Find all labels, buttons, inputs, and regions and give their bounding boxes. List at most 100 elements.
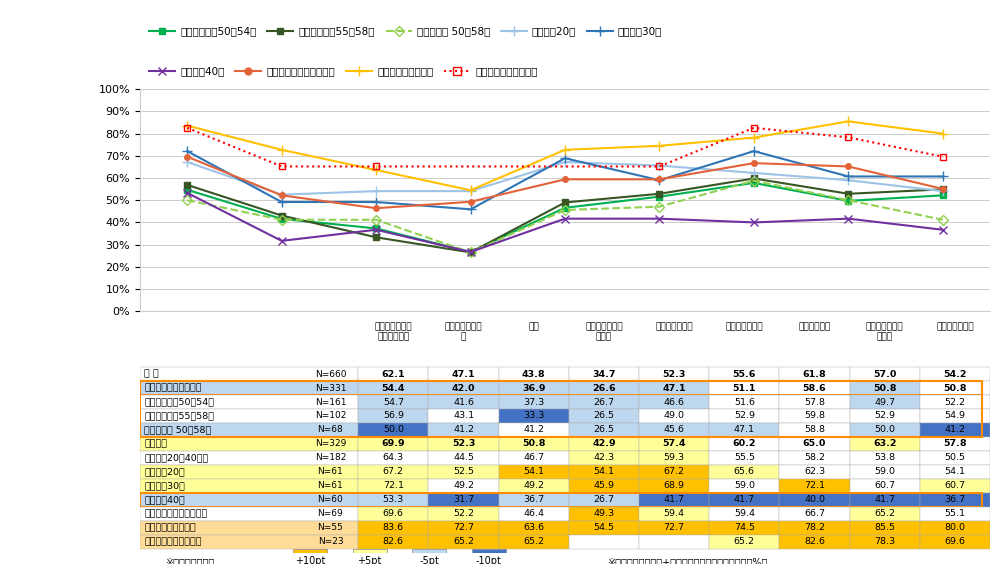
Bar: [850, 479, 920, 493]
Text: N=61: N=61: [318, 481, 343, 490]
Bar: [920, 465, 990, 479]
Text: 78.2: 78.2: [804, 523, 825, 532]
Text: 50.8: 50.8: [943, 384, 967, 393]
Text: 55.5: 55.5: [734, 453, 755, 462]
Text: 一般社員40代: 一般社員40代: [144, 495, 185, 504]
Bar: [569, 465, 639, 479]
Text: 責任ある仕事を
任されている: 責任ある仕事を 任されている: [375, 322, 412, 341]
Text: 72.7: 72.7: [664, 523, 685, 532]
Text: 54.1: 54.1: [523, 468, 544, 476]
Text: 26.7: 26.7: [593, 398, 614, 407]
Bar: [709, 367, 779, 381]
Text: 26.5: 26.5: [593, 412, 614, 421]
Text: N=331: N=331: [315, 384, 346, 393]
Bar: [779, 506, 850, 521]
Bar: [850, 395, 920, 409]
Text: 57.8: 57.8: [943, 439, 967, 448]
Text: 59.0: 59.0: [734, 481, 755, 490]
Bar: [920, 535, 990, 549]
Bar: [140, 535, 358, 549]
Text: 周囲者計: 周囲者計: [144, 439, 167, 448]
Bar: [358, 381, 428, 395]
Text: 74.5: 74.5: [734, 523, 755, 532]
Bar: [140, 381, 358, 395]
Bar: [639, 493, 709, 506]
Bar: [569, 367, 639, 381]
Bar: [709, 409, 779, 423]
Bar: [709, 381, 779, 395]
Text: ※全体に比較して: ※全体に比較して: [166, 557, 215, 564]
Text: 59.8: 59.8: [804, 412, 825, 421]
Text: 60.7: 60.7: [874, 481, 895, 490]
Text: 41.7: 41.7: [734, 495, 755, 504]
Bar: [358, 465, 428, 479]
Text: 36.7: 36.7: [523, 495, 544, 504]
Bar: [358, 395, 428, 409]
Bar: [639, 451, 709, 465]
Text: N=161: N=161: [315, 398, 346, 407]
Text: 42.3: 42.3: [593, 453, 615, 462]
Text: 69.6: 69.6: [944, 537, 965, 546]
Text: 67.2: 67.2: [664, 468, 685, 476]
Text: 37.3: 37.3: [523, 398, 544, 407]
Bar: [920, 493, 990, 506]
Text: 85.5: 85.5: [874, 523, 895, 532]
Bar: [920, 521, 990, 535]
Text: 41.7: 41.7: [664, 495, 685, 504]
Text: 49.2: 49.2: [453, 481, 474, 490]
Bar: [920, 479, 990, 493]
Bar: [779, 381, 850, 395]
Text: 58.2: 58.2: [804, 453, 825, 462]
Text: 46.7: 46.7: [523, 453, 544, 462]
Text: 57.4: 57.4: [662, 439, 686, 448]
Bar: [779, 423, 850, 437]
Bar: [920, 395, 990, 409]
Bar: [569, 521, 639, 535]
Bar: [639, 479, 709, 493]
Bar: [499, 395, 569, 409]
Text: ベテラン社員55～58歳: ベテラン社員55～58歳: [144, 412, 214, 421]
Bar: [639, 437, 709, 451]
Bar: [499, 423, 569, 437]
Bar: [358, 423, 428, 437]
Text: 人事部（係長以上）: 人事部（係長以上）: [144, 523, 196, 532]
Text: 54.2: 54.2: [943, 369, 967, 378]
Bar: [639, 465, 709, 479]
Bar: [569, 437, 639, 451]
Bar: [569, 409, 639, 423]
Bar: [140, 409, 358, 423]
Text: 47.1: 47.1: [452, 369, 475, 378]
FancyBboxPatch shape: [412, 549, 446, 562]
Bar: [709, 493, 779, 506]
Text: 52.2: 52.2: [453, 509, 474, 518]
Text: 55.6: 55.6: [733, 369, 756, 378]
Bar: [920, 367, 990, 381]
Bar: [140, 521, 358, 535]
Bar: [639, 535, 709, 549]
Text: 非役職ベテラン社員計: 非役職ベテラン社員計: [144, 384, 202, 393]
Text: 59.4: 59.4: [664, 509, 685, 518]
Text: 62.3: 62.3: [804, 468, 825, 476]
Bar: [140, 381, 982, 437]
Text: 65.2: 65.2: [734, 537, 755, 546]
Text: 60.7: 60.7: [944, 481, 965, 490]
Text: N=23: N=23: [318, 537, 343, 546]
Bar: [709, 423, 779, 437]
Text: 40.0: 40.0: [804, 495, 825, 504]
Bar: [358, 409, 428, 423]
Bar: [428, 423, 499, 437]
Bar: [850, 535, 920, 549]
Text: 54.1: 54.1: [593, 468, 614, 476]
Bar: [569, 451, 639, 465]
Text: 54.7: 54.7: [383, 398, 404, 407]
Text: 49.3: 49.3: [593, 509, 615, 518]
Text: N=68: N=68: [318, 425, 343, 434]
Bar: [639, 521, 709, 535]
Text: N=69: N=69: [318, 509, 343, 518]
Bar: [779, 493, 850, 506]
Bar: [140, 437, 358, 451]
Text: 57.8: 57.8: [804, 398, 825, 407]
Bar: [639, 367, 709, 381]
Text: 50.0: 50.0: [874, 425, 895, 434]
Text: 一般社員30代: 一般社員30代: [144, 481, 185, 490]
